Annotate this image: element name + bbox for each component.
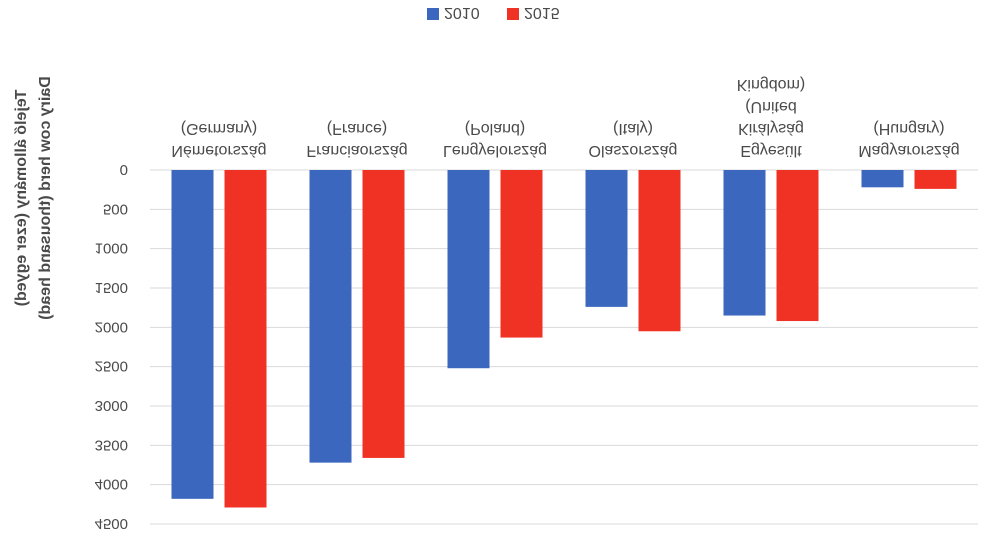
category-label: (France) bbox=[327, 120, 387, 137]
category-label: (Poland) bbox=[465, 120, 525, 137]
category-label: Franciaország bbox=[306, 142, 407, 159]
legend-swatch-2015 bbox=[507, 8, 519, 20]
category-label: (Germany) bbox=[181, 120, 257, 137]
legend-label: 2015 bbox=[524, 4, 560, 21]
y-axis-title-english: Dairy cow herd (thousand head) bbox=[37, 76, 54, 320]
legend-swatch-2010 bbox=[427, 8, 439, 20]
category-label: (Italy) bbox=[613, 120, 653, 137]
bar-2010 bbox=[447, 170, 490, 369]
y-tick-label: 0 bbox=[120, 161, 128, 178]
category-label: (Hungary) bbox=[873, 120, 944, 137]
category-label: Lengyelország bbox=[443, 142, 547, 159]
y-tick-label: 3500 bbox=[95, 436, 128, 453]
y-tick-label: 4500 bbox=[95, 515, 128, 532]
y-tick-label: 1000 bbox=[95, 240, 128, 257]
bar-2015 bbox=[776, 170, 819, 322]
category-label: (United bbox=[745, 98, 797, 115]
bar-2015 bbox=[914, 170, 957, 189]
bar-2010 bbox=[861, 170, 904, 188]
y-tick-label: 3000 bbox=[95, 397, 128, 414]
category-label: Egyesült bbox=[740, 142, 802, 159]
category-label: Kingdom) bbox=[737, 76, 805, 93]
bar-2010 bbox=[171, 170, 214, 499]
bar-2015 bbox=[224, 170, 267, 508]
legend-label: 2010 bbox=[444, 4, 480, 21]
category-label: Királyság bbox=[738, 120, 804, 137]
chart-plot-area: 0 500 1000 1500 2000 2500 3000 3500 4000 4500 Teje… bbox=[13, 4, 978, 532]
category-label: Olaszország bbox=[589, 142, 678, 159]
category-label: Magyarország bbox=[858, 142, 959, 159]
bar-2015 bbox=[500, 170, 543, 338]
category-label: Németország bbox=[171, 142, 266, 159]
y-tick-label: 2500 bbox=[95, 358, 128, 375]
bar-2010 bbox=[309, 170, 352, 463]
y-tick-label: 1500 bbox=[95, 279, 128, 296]
y-tick-label: 500 bbox=[103, 200, 128, 217]
bar-2015 bbox=[362, 170, 405, 458]
y-tick-label: 2000 bbox=[95, 318, 128, 335]
bar-2010 bbox=[585, 170, 628, 307]
y-tick-label: 4000 bbox=[95, 476, 128, 493]
bar-2010 bbox=[723, 170, 766, 316]
bar-2015 bbox=[638, 170, 681, 332]
y-axis-title: Tejelő állomány (ezer egyed) bbox=[13, 90, 30, 307]
